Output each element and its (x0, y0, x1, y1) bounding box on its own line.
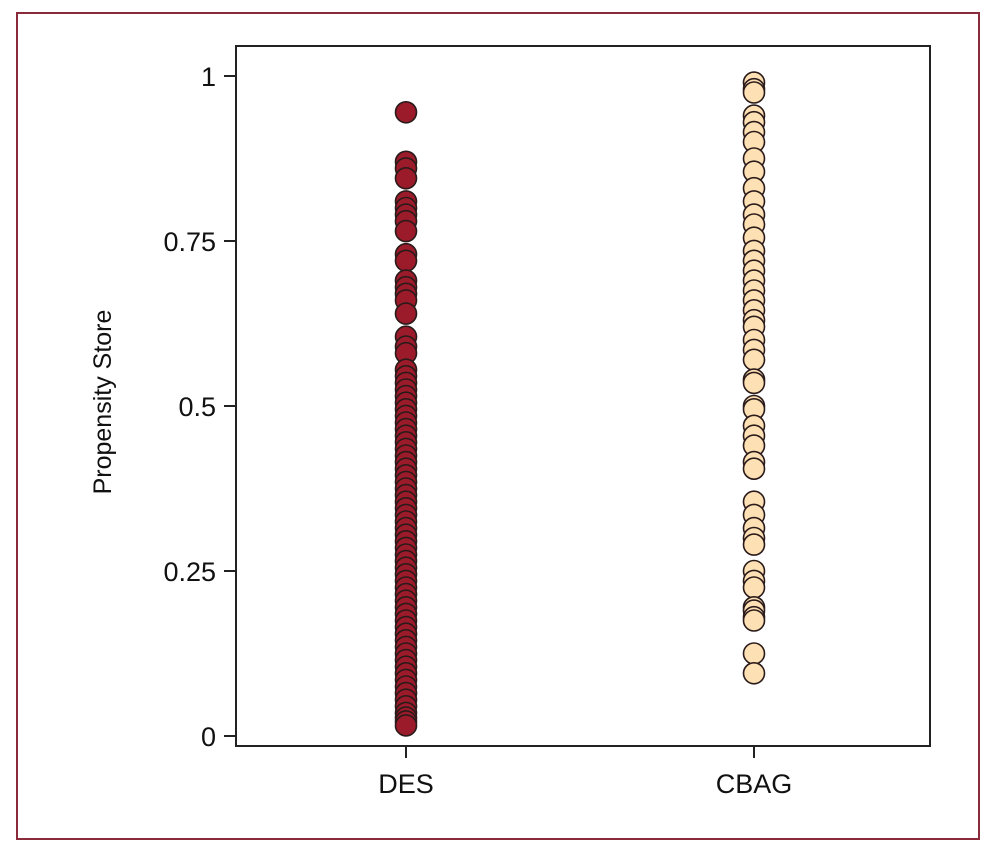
data-point-des (394, 219, 418, 243)
data-points (394, 71, 766, 737)
x-axis-ticks: DES CBAG (378, 746, 792, 799)
y-tick-label: 0.75 (163, 227, 216, 257)
data-point-des (394, 167, 418, 190)
data-point-cbag (742, 661, 766, 685)
y-tick-label: 0.25 (163, 557, 216, 587)
data-point-cbag (742, 371, 766, 395)
data-point-cbag (742, 576, 766, 599)
data-point-des (394, 302, 418, 325)
x-category-label-des: DES (378, 769, 434, 799)
data-point-cbag (742, 457, 766, 481)
data-point-cbag (742, 533, 766, 556)
y-axis-ticks: 0 0.25 0.5 0.75 1 (163, 62, 236, 752)
data-point-cbag (742, 642, 766, 665)
data-point-cbag (742, 348, 766, 372)
data-point-des (394, 714, 418, 737)
y-tick-label: 1 (201, 62, 216, 92)
y-tick-label: 0.5 (178, 392, 216, 422)
y-tick-label: 0 (201, 722, 216, 752)
axes-layer (235, 45, 931, 747)
figure-frame (16, 12, 980, 840)
data-point-cbag (742, 609, 766, 632)
x-category-label-cbag: CBAG (716, 769, 793, 799)
data-point-cbag (742, 81, 766, 104)
data-point-des (394, 101, 418, 124)
y-axis-title: Propensity Store (89, 310, 117, 495)
data-point-des (394, 249, 418, 273)
plot-area-border (235, 45, 931, 747)
